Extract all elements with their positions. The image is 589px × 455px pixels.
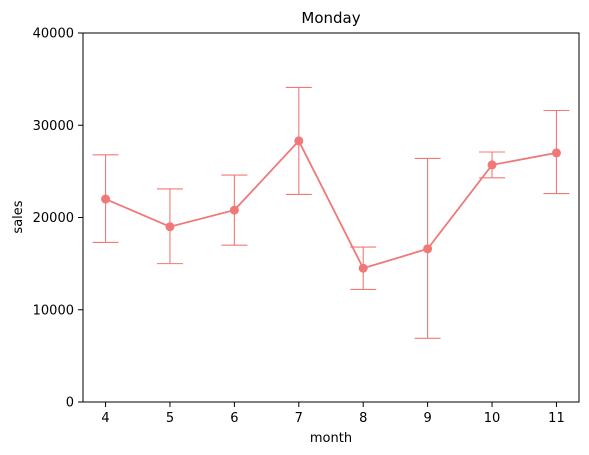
x-axis-label: month xyxy=(310,431,352,446)
data-point xyxy=(165,222,175,232)
data-point xyxy=(551,148,561,158)
x-tick-label: 10 xyxy=(484,411,501,426)
y-tick-label: 40000 xyxy=(33,27,74,42)
x-tick-label: 6 xyxy=(230,411,238,426)
y-tick-label: 30000 xyxy=(33,119,74,134)
x-tick-label: 4 xyxy=(101,411,109,426)
data-point xyxy=(229,205,239,215)
x-axis: 4 5 6 7 8 9 10 11 xyxy=(101,402,565,426)
data-point xyxy=(294,136,304,146)
data-point xyxy=(487,160,497,170)
x-tick-label: 11 xyxy=(548,411,565,426)
y-axis: 0 10000 20000 30000 40000 xyxy=(33,27,83,411)
data-point xyxy=(358,263,368,273)
y-tick-label: 0 xyxy=(66,396,74,411)
series-line xyxy=(105,139,557,270)
data-point xyxy=(423,244,433,254)
y-axis-label: sales xyxy=(11,200,26,233)
x-tick-label: 5 xyxy=(166,411,174,426)
x-tick-label: 9 xyxy=(423,411,431,426)
chart-title: Monday xyxy=(301,9,360,27)
x-tick-label: 8 xyxy=(359,411,367,426)
series-layer xyxy=(92,86,570,339)
y-tick-label: 10000 xyxy=(33,303,74,318)
data-point xyxy=(101,194,111,204)
x-tick-label: 7 xyxy=(295,411,303,426)
y-tick-label: 20000 xyxy=(33,211,74,226)
